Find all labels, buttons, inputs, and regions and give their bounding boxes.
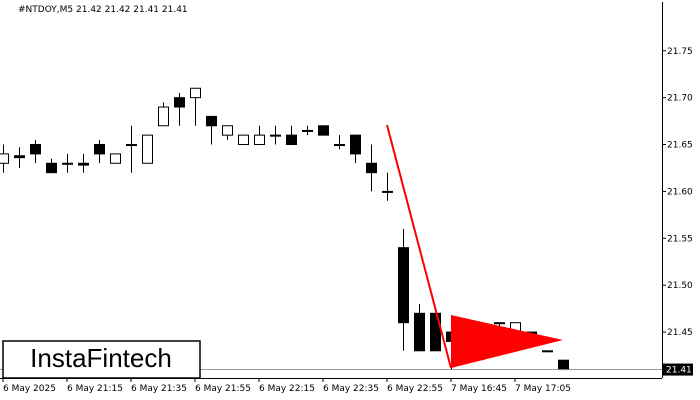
- candle-body: [174, 97, 185, 108]
- candle-body: [254, 134, 265, 146]
- candle-body: [270, 134, 281, 137]
- candle-body: [94, 144, 105, 155]
- logo-box: [2, 340, 201, 379]
- x-tick-label: 6 May 22:55: [387, 384, 443, 394]
- candle-body: [62, 162, 73, 165]
- x-tick-label: 7 May 16:45: [451, 384, 507, 394]
- pattern-pennant: [451, 315, 563, 368]
- candle-body: [542, 350, 553, 353]
- candle-body: [302, 129, 313, 132]
- pattern-pole: [386, 124, 452, 369]
- y-tick-label: 21.70: [667, 94, 693, 104]
- candle-body: [14, 155, 25, 159]
- candle-body: [398, 247, 409, 324]
- candle-body: [494, 322, 505, 325]
- candle-body: [286, 134, 297, 146]
- y-tick-label: 21.45: [667, 328, 693, 338]
- y-tick-label: 21.60: [667, 187, 693, 197]
- candle-body: [30, 144, 41, 155]
- candle-body: [222, 125, 233, 136]
- candle-body: [558, 359, 569, 371]
- candle-body: [142, 134, 153, 164]
- x-tick-label: 6 May 2025: [3, 384, 56, 394]
- candle-body: [0, 153, 9, 164]
- candle-body: [382, 190, 393, 193]
- x-tick-label: 6 May 21:15: [67, 384, 123, 394]
- candle-body: [318, 125, 329, 136]
- last-price-box: [663, 363, 693, 376]
- x-tick-label: 6 May 22:15: [259, 384, 315, 394]
- candle-body: [190, 87, 201, 99]
- y-tick-label: 21.75: [667, 47, 693, 57]
- candle-body: [78, 162, 89, 166]
- y-tick-label: 21.55: [667, 234, 693, 244]
- candle-body: [414, 312, 425, 352]
- candle-body: [366, 162, 377, 174]
- chart-title: #NTDOY,M5 21.42 21.42 21.41 21.41: [18, 5, 188, 15]
- y-tick-label: 21.50: [667, 281, 693, 291]
- x-tick-label: 6 May 21:35: [131, 384, 187, 394]
- candle-body: [334, 144, 345, 147]
- plot: 21.45 21.50 21.55 21.60 21.65 21.70 21.75 6 May…: [0, 47, 693, 394]
- x-tick-label: 6 May 21:55: [195, 384, 251, 394]
- candle-body: [46, 162, 57, 174]
- candle-body: [238, 134, 249, 146]
- last-price-label: 21.41: [666, 366, 692, 376]
- y-tick-label: 21.65: [667, 141, 693, 151]
- x-tick-label: 7 May 17:05: [515, 384, 571, 394]
- candle-body: [206, 115, 217, 127]
- x-tick-label: 6 May 22:35: [323, 384, 379, 394]
- candle-body: [350, 134, 361, 155]
- candle-body: [158, 106, 169, 127]
- candle-body: [126, 144, 137, 147]
- candle-body: [110, 153, 121, 164]
- logo: InstaFintech: [30, 343, 172, 373]
